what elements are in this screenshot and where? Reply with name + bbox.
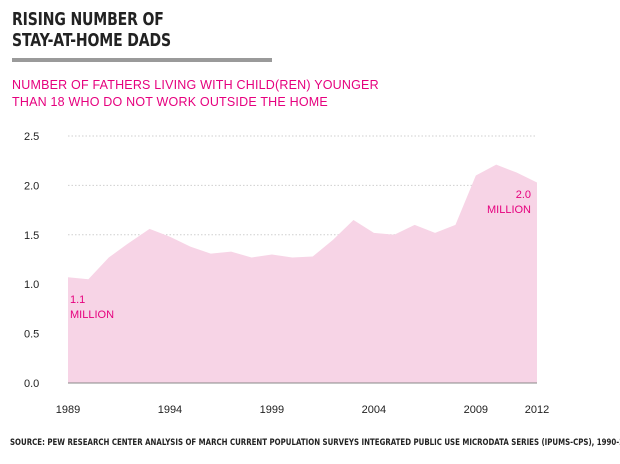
x-tick-label: 2012: [525, 404, 549, 416]
area-series: [68, 164, 537, 383]
y-tick-label: 0.5: [24, 329, 39, 341]
data-label: 1.1: [70, 294, 85, 306]
chart-subtitle-line-2: THAN 18 WHO DO NOT WORK OUTSIDE THE HOME: [12, 95, 328, 109]
chart-title-line-2: STAY-AT-HOME DADS: [12, 30, 171, 51]
data-label: MILLION: [70, 309, 114, 321]
data-label: MILLION: [487, 204, 531, 216]
y-tick-label: 0.0: [24, 378, 39, 390]
x-tick-label: 1999: [260, 404, 284, 416]
data-label: 2.0: [516, 189, 531, 201]
title-divider: [12, 58, 272, 62]
y-tick-label: 1.5: [24, 230, 39, 242]
chart-title: RISING NUMBER OF STAY-AT-HOME DADS: [12, 9, 171, 51]
x-tick-label: 1994: [158, 404, 182, 416]
chart-subtitle-line-1: NUMBER OF FATHERS LIVING WITH CHILD(REN)…: [12, 78, 379, 92]
chart-title-line-1: RISING NUMBER OF: [12, 9, 164, 30]
source-note: SOURCE: PEW RESEARCH CENTER ANALYSIS OF …: [10, 438, 620, 448]
y-tick-label: 2.0: [24, 180, 39, 192]
x-tick-label: 1989: [56, 404, 80, 416]
x-tick-label: 2009: [464, 404, 488, 416]
y-tick-label: 1.0: [24, 279, 39, 291]
chart-subtitle: NUMBER OF FATHERS LIVING WITH CHILD(REN)…: [12, 77, 379, 111]
area-chart: 0.0 0.5 1.0 1.5 2.0 2.5 1989 1994 1999 2004 2009 20…: [24, 131, 549, 416]
y-tick-label: 2.5: [24, 131, 39, 143]
x-tick-label: 2004: [362, 404, 386, 416]
